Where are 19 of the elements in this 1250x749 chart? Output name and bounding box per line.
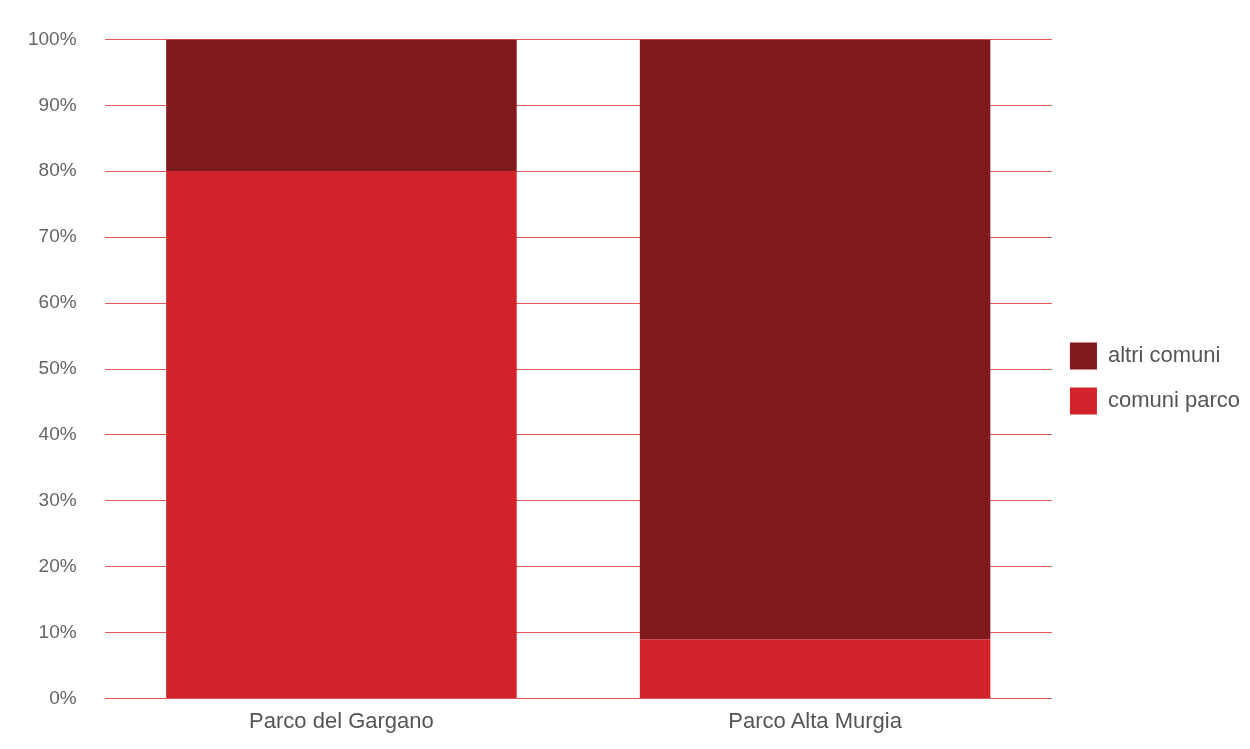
x-tick-label: Parco del Gargano <box>249 707 434 733</box>
y-tick-label: 20% <box>38 554 77 576</box>
x-tick-label: Parco Alta Murgia <box>728 707 903 733</box>
y-tick-label: 90% <box>38 93 77 115</box>
legend-label: altri comuni <box>1107 342 1221 368</box>
y-tick-label: 50% <box>38 357 77 379</box>
y-tick-label: 100% <box>27 27 77 49</box>
y-tick-label: 40% <box>38 423 77 445</box>
bar <box>166 171 517 699</box>
bar <box>166 39 517 172</box>
legend-label: comuni parco <box>1107 387 1241 413</box>
y-tick-label: 70% <box>38 225 77 247</box>
y-tick-label: 0% <box>49 686 77 708</box>
y-tick-label: 30% <box>38 489 77 511</box>
y-tick-label: 80% <box>38 159 77 181</box>
bar <box>639 39 991 640</box>
y-tick-label: 60% <box>38 291 77 313</box>
bar <box>639 639 991 699</box>
y-tick-label: 10% <box>38 620 77 642</box>
